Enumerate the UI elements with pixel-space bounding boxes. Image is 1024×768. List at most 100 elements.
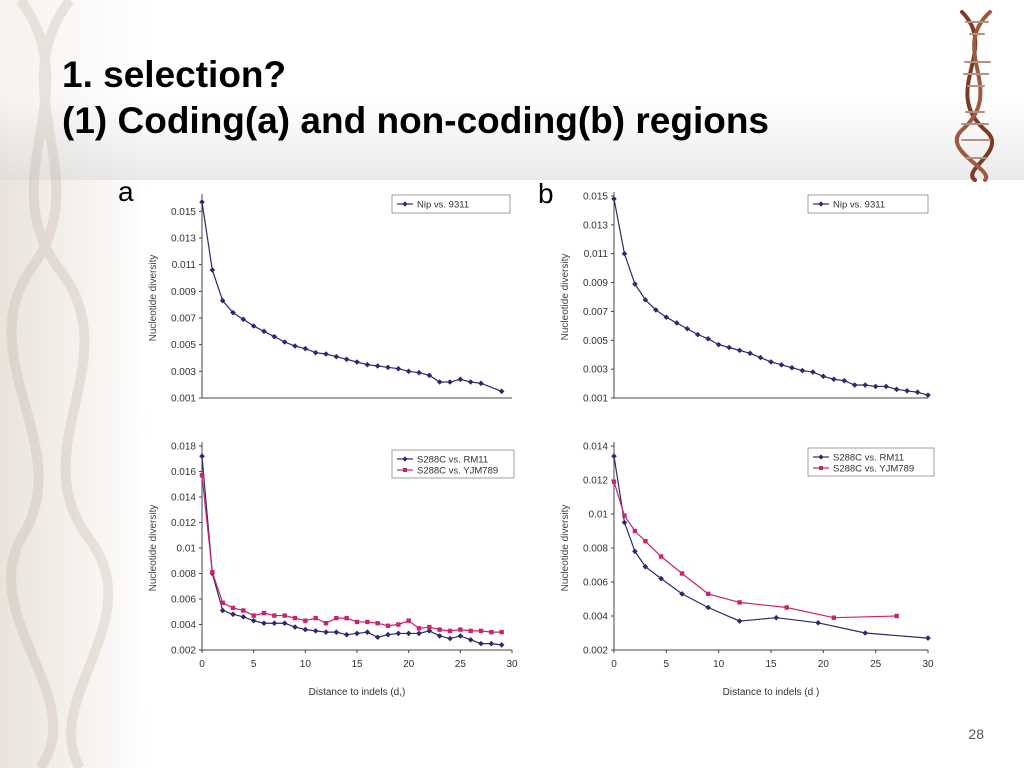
data-point [498, 388, 505, 395]
data-point [385, 623, 391, 628]
data-point [705, 604, 711, 611]
data-point [715, 341, 722, 348]
data-point [250, 617, 257, 624]
y-axis-label: Nucleotide diversity [560, 254, 571, 341]
data-point [893, 386, 900, 393]
data-point [653, 307, 659, 313]
data-point [292, 343, 298, 349]
data-point [323, 621, 329, 626]
data-point [632, 281, 638, 287]
data-point [219, 297, 226, 304]
data-point [622, 513, 627, 518]
data-point [478, 640, 484, 647]
data-point [499, 629, 504, 635]
data-point [467, 379, 474, 385]
y-tick-label: 0.006 [583, 578, 608, 589]
data-point [250, 323, 257, 329]
data-point [365, 619, 370, 625]
data-point [820, 373, 827, 380]
y-tick-label: 0.002 [583, 646, 608, 657]
chart-a-top: 0.001 0.003 0.005 0.007 0.009 0.011 0.013 0.015… [140, 186, 522, 412]
data-point [230, 605, 236, 611]
data-point [679, 571, 685, 576]
legend-swatch-marker [818, 201, 824, 207]
data-point [374, 634, 381, 641]
series-line-0 [613, 456, 929, 639]
legend-box [391, 194, 511, 214]
data-point [436, 633, 443, 639]
data-point [333, 353, 340, 360]
y-tick-label: 0.005 [171, 340, 196, 351]
data-point [468, 628, 473, 634]
data-point [632, 548, 638, 555]
data-point [209, 267, 216, 273]
data-point [406, 618, 411, 623]
data-point [831, 376, 837, 383]
data-point [220, 600, 225, 606]
data-point [789, 364, 795, 371]
y-tick-label: 0.009 [583, 278, 608, 289]
data-point [925, 635, 931, 641]
data-point [658, 575, 664, 582]
data-point [405, 630, 412, 637]
data-point [210, 570, 215, 575]
data-point [621, 250, 628, 257]
panel-label-a: a [118, 176, 134, 207]
data-point [458, 627, 463, 632]
y-tick-label: 0.002 [171, 646, 196, 657]
legend-swatch-marker [402, 201, 408, 207]
x-tick-label: 30 [506, 659, 518, 670]
data-point [894, 613, 899, 619]
legend-entry: S288C vs. RM11 [833, 453, 904, 464]
data-point [416, 630, 422, 637]
data-point [778, 362, 785, 368]
data-point [841, 377, 848, 384]
data-point [385, 364, 391, 371]
data-point [925, 392, 931, 398]
y-tick-label: 0.01 [589, 510, 609, 521]
data-point [241, 608, 246, 613]
data-point [478, 628, 484, 634]
y-tick-label: 0.013 [171, 234, 196, 245]
data-point [489, 629, 494, 635]
data-point [674, 320, 680, 326]
data-point [354, 359, 360, 365]
data-point [679, 591, 685, 597]
x-tick-label: 25 [870, 659, 882, 670]
y-tick-label: 0.004 [583, 612, 608, 623]
data-point [447, 635, 453, 642]
x-tick-label: 10 [713, 659, 725, 670]
slide-title-line-2: (1) Coding(a) and non-coding(b) regions [62, 100, 770, 141]
data-point [643, 539, 648, 544]
data-point [313, 615, 318, 621]
x-tick-label: 20 [818, 659, 830, 670]
legend-swatch-marker [819, 466, 823, 470]
y-tick-label: 0.008 [583, 544, 608, 555]
chart-background [556, 184, 942, 410]
data-point [396, 622, 401, 627]
data-point [199, 199, 205, 205]
panel-label-b: b [538, 178, 554, 209]
data-point [437, 627, 442, 632]
x-tick-label: 15 [765, 659, 777, 670]
y-tick-label: 0.001 [583, 394, 608, 405]
data-point [684, 325, 691, 332]
x-tick-label: 30 [922, 659, 934, 670]
data-point [694, 331, 701, 338]
y-axis-label: Nucleotide diversity [560, 505, 571, 592]
x-tick-label: 25 [455, 659, 467, 670]
data-point [323, 351, 329, 357]
data-point [281, 339, 288, 345]
y-tick-label: 0.011 [584, 249, 609, 260]
data-point [271, 620, 278, 627]
y-tick-label: 0.01 [177, 544, 197, 555]
y-tick-label: 0.013 [583, 220, 608, 231]
data-point [478, 380, 484, 387]
data-point [416, 369, 422, 376]
data-point [427, 624, 432, 630]
data-point [436, 379, 443, 385]
data-point [736, 618, 743, 624]
legend-entry: Nip vs. 9311 [833, 200, 885, 211]
